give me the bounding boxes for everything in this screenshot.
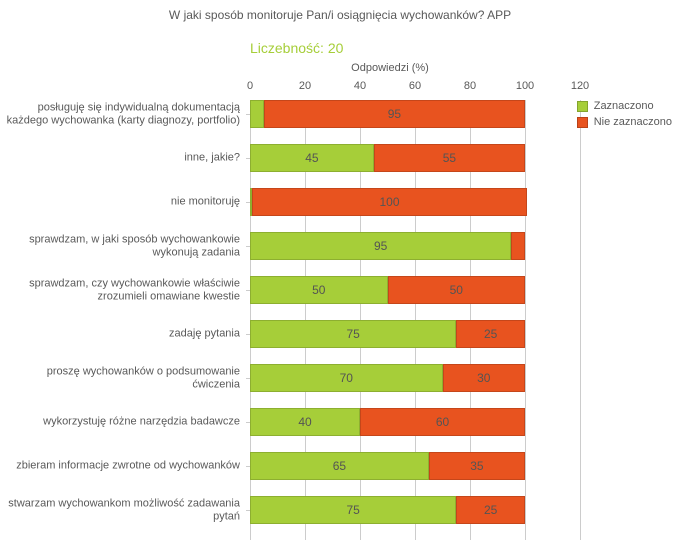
x-tick-label: 40 [354, 80, 366, 92]
y-axis-labels: posługuję się indywidualną dokumentacją … [0, 100, 245, 540]
y-axis-label: proszę wychowanków o podsumowanie ćwicze… [0, 365, 240, 390]
bar-segment: 95 [250, 232, 511, 260]
y-axis-label: wykorzystuję różne narzędzia badawcze [0, 416, 240, 429]
legend-swatch [577, 117, 588, 128]
x-axis-title: Odpowiedzi (%) [250, 62, 530, 74]
y-axis-label: nie monitoruję [0, 196, 240, 209]
bar-segment: 100 [252, 188, 527, 216]
y-axis-label: zbieram informacje zwrotne od wychowankó… [0, 460, 240, 473]
y-axis-label: inne, jakie? [0, 152, 240, 165]
y-axis-label: stwarzam wychowankom możliwość zadawania… [0, 497, 240, 522]
x-tick-label: 100 [516, 80, 534, 92]
bar-segment [511, 232, 525, 260]
bar-segment: 30 [443, 364, 526, 392]
bar-row: 100 [250, 188, 527, 216]
bar-segment: 55 [374, 144, 525, 172]
legend-item: Zaznaczono [577, 100, 672, 112]
bar-segment: 60 [360, 408, 525, 436]
chart-title: W jaki sposób monitoruje Pan/i osiągnięc… [0, 0, 680, 22]
bar-segment: 35 [429, 452, 525, 480]
bar-row: 4555 [250, 144, 525, 172]
y-axis-label: zadaję pytania [0, 328, 240, 341]
x-tick-label: 0 [247, 80, 253, 92]
legend-item: Nie zaznaczono [577, 116, 672, 128]
gridline [580, 100, 581, 540]
legend-label: Zaznaczono [594, 100, 654, 112]
bar-segment: 70 [250, 364, 443, 392]
bar-segment: 25 [456, 496, 525, 524]
bar-row: 4060 [250, 408, 525, 436]
x-tick-label: 120 [571, 80, 589, 92]
legend-swatch [577, 101, 588, 112]
bar-row: 7525 [250, 496, 525, 524]
bar-segment: 50 [250, 276, 388, 304]
chart-container: W jaki sposób monitoruje Pan/i osiągnięc… [0, 0, 680, 560]
y-axis-label: sprawdzam, czy wychowankowie właściwie z… [0, 277, 240, 302]
y-axis-label: sprawdzam, w jaki sposób wychowankowie w… [0, 233, 240, 258]
x-tick-label: 20 [299, 80, 311, 92]
bar-row: 7030 [250, 364, 525, 392]
legend-label: Nie zaznaczono [594, 116, 672, 128]
bar-row: 95 [250, 232, 525, 260]
bar-segment: 25 [456, 320, 525, 348]
bar-segment: 75 [250, 320, 456, 348]
legend: Zaznaczono Nie zaznaczono [577, 100, 672, 132]
bar-segment: 45 [250, 144, 374, 172]
bar-row: 6535 [250, 452, 525, 480]
plot-area: 0204060801001209545551009550507525703040… [250, 100, 580, 540]
bar-segment: 75 [250, 496, 456, 524]
x-tick-label: 60 [409, 80, 421, 92]
bar-segment [250, 100, 264, 128]
bar-segment: 95 [264, 100, 525, 128]
bar-segment: 50 [388, 276, 526, 304]
chart-subtitle: Liczebność: 20 [250, 40, 343, 56]
gridline [525, 100, 526, 540]
y-axis-label: posługuję się indywidualną dokumentacją … [0, 101, 240, 126]
bar-segment: 40 [250, 408, 360, 436]
x-tick-label: 80 [464, 80, 476, 92]
bar-row: 7525 [250, 320, 525, 348]
bar-row: 95 [250, 100, 525, 128]
bar-row: 5050 [250, 276, 525, 304]
bar-segment: 65 [250, 452, 429, 480]
